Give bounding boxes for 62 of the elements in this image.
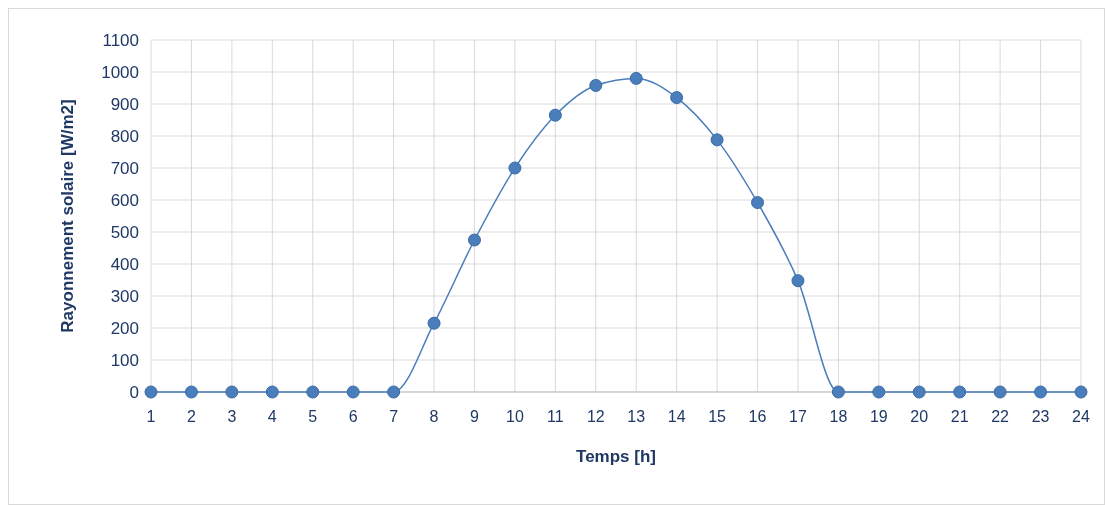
x-tick-label: 16	[748, 408, 767, 425]
x-tick-label: 20	[910, 408, 929, 425]
point	[427, 316, 441, 330]
y-tick-label: 500	[110, 222, 139, 242]
y-tick-label: 1100	[102, 30, 139, 50]
y-tick-label: 0	[129, 382, 139, 402]
point	[265, 385, 279, 399]
point	[184, 385, 198, 399]
point	[306, 385, 320, 399]
point	[629, 71, 643, 85]
x-tick-label: 8	[429, 408, 439, 425]
point	[387, 385, 401, 399]
x-tick-label: 3	[227, 408, 237, 425]
point	[751, 196, 765, 210]
point	[225, 385, 239, 399]
x-tick-label: 2	[186, 408, 196, 425]
point	[144, 385, 158, 399]
x-tick-label: 6	[348, 408, 358, 425]
point	[1034, 385, 1048, 399]
x-tick-label: 7	[389, 408, 399, 425]
x-tick-label: 4	[267, 408, 277, 425]
y-tick-label: 300	[110, 286, 139, 306]
y-tick-label: 100	[110, 350, 139, 370]
point	[548, 108, 562, 122]
x-tick-label: 10	[506, 408, 524, 425]
x-tick-label: 22	[991, 408, 1010, 425]
y-tick-label: 700	[110, 158, 139, 178]
x-tick-label: 18	[829, 408, 848, 425]
x-tick-label: 5	[308, 408, 318, 425]
point	[670, 91, 684, 105]
x-tick-label: 9	[470, 408, 480, 425]
x-tick-label: 14	[667, 408, 686, 425]
point	[710, 133, 724, 147]
x-tick-label: 13	[627, 408, 646, 425]
y-tick-label: 200	[110, 318, 139, 338]
y-tick-label: 600	[110, 190, 139, 210]
point	[872, 385, 886, 399]
y-axis-title: Rayonnement solaire [W/m2]	[58, 99, 77, 333]
x-axis-title: Temps [h]	[576, 447, 656, 466]
point	[993, 385, 1007, 399]
point	[589, 78, 603, 92]
x-tick-label: 21	[950, 408, 969, 425]
point	[346, 385, 360, 399]
y-tick-label: 900	[110, 94, 139, 114]
point	[791, 274, 805, 288]
point	[912, 385, 926, 399]
y-tick-label: 800	[110, 126, 139, 146]
y-tick-label: 400	[110, 254, 139, 274]
x-tick-label: 15	[708, 408, 727, 425]
point	[953, 385, 967, 399]
point	[467, 233, 481, 247]
x-tick-label: 19	[869, 408, 888, 425]
x-tick-label: 24	[1072, 408, 1090, 425]
y-tick-label: 1000	[101, 62, 139, 82]
point	[1074, 385, 1088, 399]
x-tick-label: 1	[146, 408, 156, 425]
x-tick-label: 17	[789, 408, 807, 425]
x-tick-label: 12	[586, 408, 605, 425]
point	[508, 161, 522, 175]
point	[831, 385, 845, 399]
x-tick-label: 23	[1031, 408, 1050, 425]
x-tick-label: 11	[547, 408, 564, 425]
